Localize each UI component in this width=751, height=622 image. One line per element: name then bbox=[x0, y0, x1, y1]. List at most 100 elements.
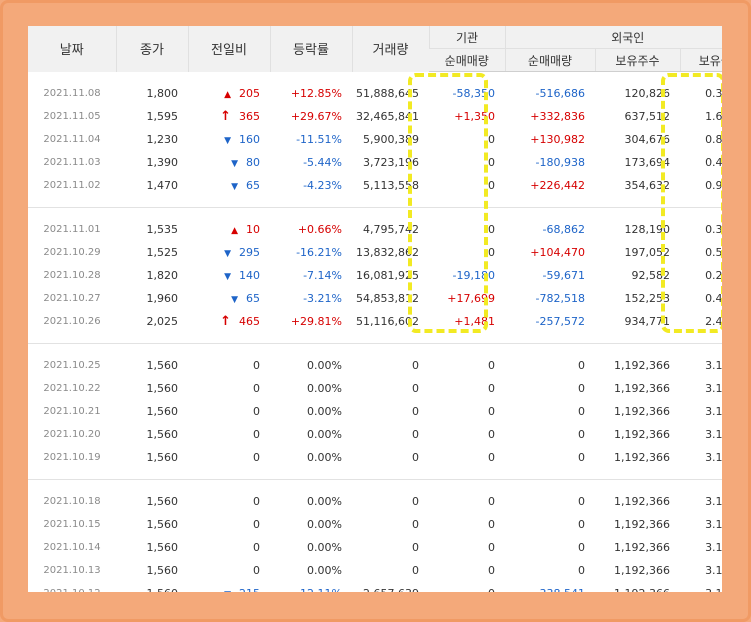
foreign-ratio-cell: 0.34% bbox=[705, 223, 722, 236]
institution-net-cell: 0 bbox=[488, 133, 495, 146]
foreign-ratio-cell: 2.48% bbox=[705, 315, 722, 328]
rate-cell: 0.00% bbox=[307, 564, 342, 577]
table-row: 2021.11.05 1,595 ↑ 365 +29.67% 32,465,841 +1,3… bbox=[28, 105, 722, 128]
close-cell: 1,560 bbox=[146, 359, 179, 372]
volume-cell: 0 bbox=[412, 359, 419, 372]
volume-cell: 0 bbox=[412, 564, 419, 577]
foreign-ratio-cell: 3.16% bbox=[705, 451, 722, 464]
diff-cell: ▼ 215 bbox=[188, 582, 270, 592]
close-cell: 1,800 bbox=[146, 87, 179, 100]
foreign-ratio-cell: 3.16% bbox=[705, 518, 722, 531]
rate-cell: +12.85% bbox=[290, 87, 342, 100]
down-triangle-icon: ▼ bbox=[231, 182, 238, 192]
table-row: 2021.11.04 1,230 ▼ 160 -11.51% 5,900,389 0 +130… bbox=[28, 128, 722, 151]
institution-net-cell: 0 bbox=[488, 451, 495, 464]
header-rate: 등락률 bbox=[269, 26, 352, 72]
header-close: 종가 bbox=[115, 26, 188, 72]
close-cell: 1,595 bbox=[146, 110, 179, 123]
header-institution-net: 순매매량 bbox=[429, 48, 505, 72]
institution-net-cell: 0 bbox=[488, 156, 495, 169]
rate-cell: 0.00% bbox=[307, 495, 342, 508]
diff-value: 365 bbox=[239, 110, 260, 123]
group-spacer bbox=[28, 208, 722, 218]
rate-cell: +29.81% bbox=[290, 315, 342, 328]
group-divider bbox=[28, 479, 722, 480]
date-cell: 2021.10.20 bbox=[43, 429, 101, 440]
foreign-net-cell: 0 bbox=[578, 495, 585, 508]
institution-net-cell: +17,699 bbox=[447, 292, 495, 305]
date-cell: 2021.10.27 bbox=[43, 293, 101, 304]
down-triangle-icon: ▼ bbox=[224, 272, 231, 282]
date-cell: 2021.10.29 bbox=[43, 247, 101, 258]
institution-net-cell: 0 bbox=[488, 495, 495, 508]
foreign-hold-cell: 354,632 bbox=[624, 179, 671, 192]
foreign-hold-cell: 304,676 bbox=[624, 133, 671, 146]
group-spacer bbox=[28, 469, 722, 479]
table-row: 2021.10.28 1,820 ▼ 140 -7.14% 16,081,925 -19,1… bbox=[28, 264, 722, 287]
date-cell: 2021.10.19 bbox=[43, 452, 101, 463]
foreign-hold-cell: 1,192,366 bbox=[595, 582, 680, 592]
close-cell: 1,560 bbox=[146, 428, 179, 441]
foreign-net-cell: -68,862 bbox=[542, 223, 585, 236]
close-cell: 1,535 bbox=[146, 223, 179, 236]
close-cell: 1,230 bbox=[146, 133, 179, 146]
diff-cell: ↑ 465 bbox=[188, 310, 270, 333]
foreign-hold-cell: 92,582 bbox=[631, 269, 671, 282]
foreign-ratio-cell: 0.52% bbox=[705, 246, 722, 259]
date-cell: 2021.11.01 bbox=[43, 224, 101, 235]
close-cell: 1,960 bbox=[146, 292, 179, 305]
down-triangle-icon: ▼ bbox=[224, 590, 231, 592]
diff-cell: ▼ 65 bbox=[188, 174, 270, 197]
group-spacer bbox=[28, 72, 722, 83]
foreign-net-cell: 0 bbox=[578, 541, 585, 554]
group-divider bbox=[28, 343, 722, 344]
foreign-hold-cell: 1,192,366 bbox=[614, 405, 670, 418]
volume-cell: 3,723,196 bbox=[363, 156, 419, 169]
volume-cell: 51,888,645 bbox=[356, 87, 419, 100]
down-triangle-icon: ▼ bbox=[231, 159, 238, 169]
foreign-ratio-cell: 3.16% bbox=[705, 495, 722, 508]
volume-cell: 2,657,639 bbox=[352, 582, 429, 592]
rate-cell: 0.00% bbox=[307, 359, 342, 372]
table-row: 2021.10.22 1,560 0 0.00% 0 0 0 1,192,366 3.16% bbox=[28, 377, 722, 400]
volume-cell: 4,795,742 bbox=[363, 223, 419, 236]
volume-cell: 13,832,862 bbox=[356, 246, 419, 259]
foreign-hold-cell: 128,190 bbox=[624, 223, 671, 236]
header-diff: 전일비 bbox=[187, 26, 270, 72]
rate-cell: -3.21% bbox=[303, 292, 342, 305]
down-triangle-icon: ▼ bbox=[231, 295, 238, 305]
header-foreign-net: 순매매량 bbox=[504, 48, 595, 72]
close-cell: 1,560 bbox=[116, 582, 188, 592]
foreign-ratio-cell: 0.25% bbox=[705, 269, 722, 282]
foreign-hold-cell: 152,253 bbox=[624, 292, 671, 305]
table-row: 2021.10.29 1,525 ▼ 295 -16.21% 13,832,862 0 +10… bbox=[28, 241, 722, 264]
down-triangle-icon: ▼ bbox=[224, 249, 231, 259]
table-row: 2021.10.27 1,960 ▼ 65 -3.21% 54,853,812 +17,69… bbox=[28, 287, 722, 310]
group-spacer bbox=[28, 480, 722, 490]
foreign-hold-cell: 197,052 bbox=[624, 246, 671, 259]
institution-net-cell: 0 bbox=[488, 179, 495, 192]
close-cell: 2,025 bbox=[146, 315, 179, 328]
foreign-ratio-cell: 0.40% bbox=[705, 292, 722, 305]
table-row: 2021.10.26 2,025 ↑ 465 +29.81% 51,116,602 +1,4… bbox=[28, 310, 722, 333]
foreign-hold-cell: 1,192,366 bbox=[614, 541, 670, 554]
foreign-ratio-cell: 3.16% bbox=[680, 582, 722, 592]
foreign-net-cell: 0 bbox=[578, 451, 585, 464]
date-cell: 2021.11.03 bbox=[43, 157, 101, 168]
institution-net-cell: 0 bbox=[429, 582, 505, 592]
foreign-net-cell: 0 bbox=[578, 518, 585, 531]
up-triangle-icon: ▲ bbox=[231, 226, 238, 236]
rate-cell: +0.66% bbox=[297, 223, 342, 236]
foreign-net-cell: -516,686 bbox=[535, 87, 585, 100]
upper-limit-arrow-icon: ↑ bbox=[220, 109, 231, 124]
close-cell: 1,470 bbox=[146, 179, 179, 192]
foreign-ratio-cell: 3.16% bbox=[705, 541, 722, 554]
table-row: 2021.10.25 1,560 0 0.00% 0 0 0 1,192,366 3.16% bbox=[28, 354, 722, 377]
date-cell: 2021.11.02 bbox=[43, 180, 101, 191]
diff-value: 295 bbox=[239, 246, 260, 259]
foreign-hold-cell: 1,192,366 bbox=[614, 495, 670, 508]
institution-net-cell: 0 bbox=[488, 405, 495, 418]
volume-cell: 5,113,558 bbox=[363, 179, 419, 192]
header-date: 날짜 bbox=[28, 26, 116, 72]
rate-cell: 0.00% bbox=[307, 518, 342, 531]
